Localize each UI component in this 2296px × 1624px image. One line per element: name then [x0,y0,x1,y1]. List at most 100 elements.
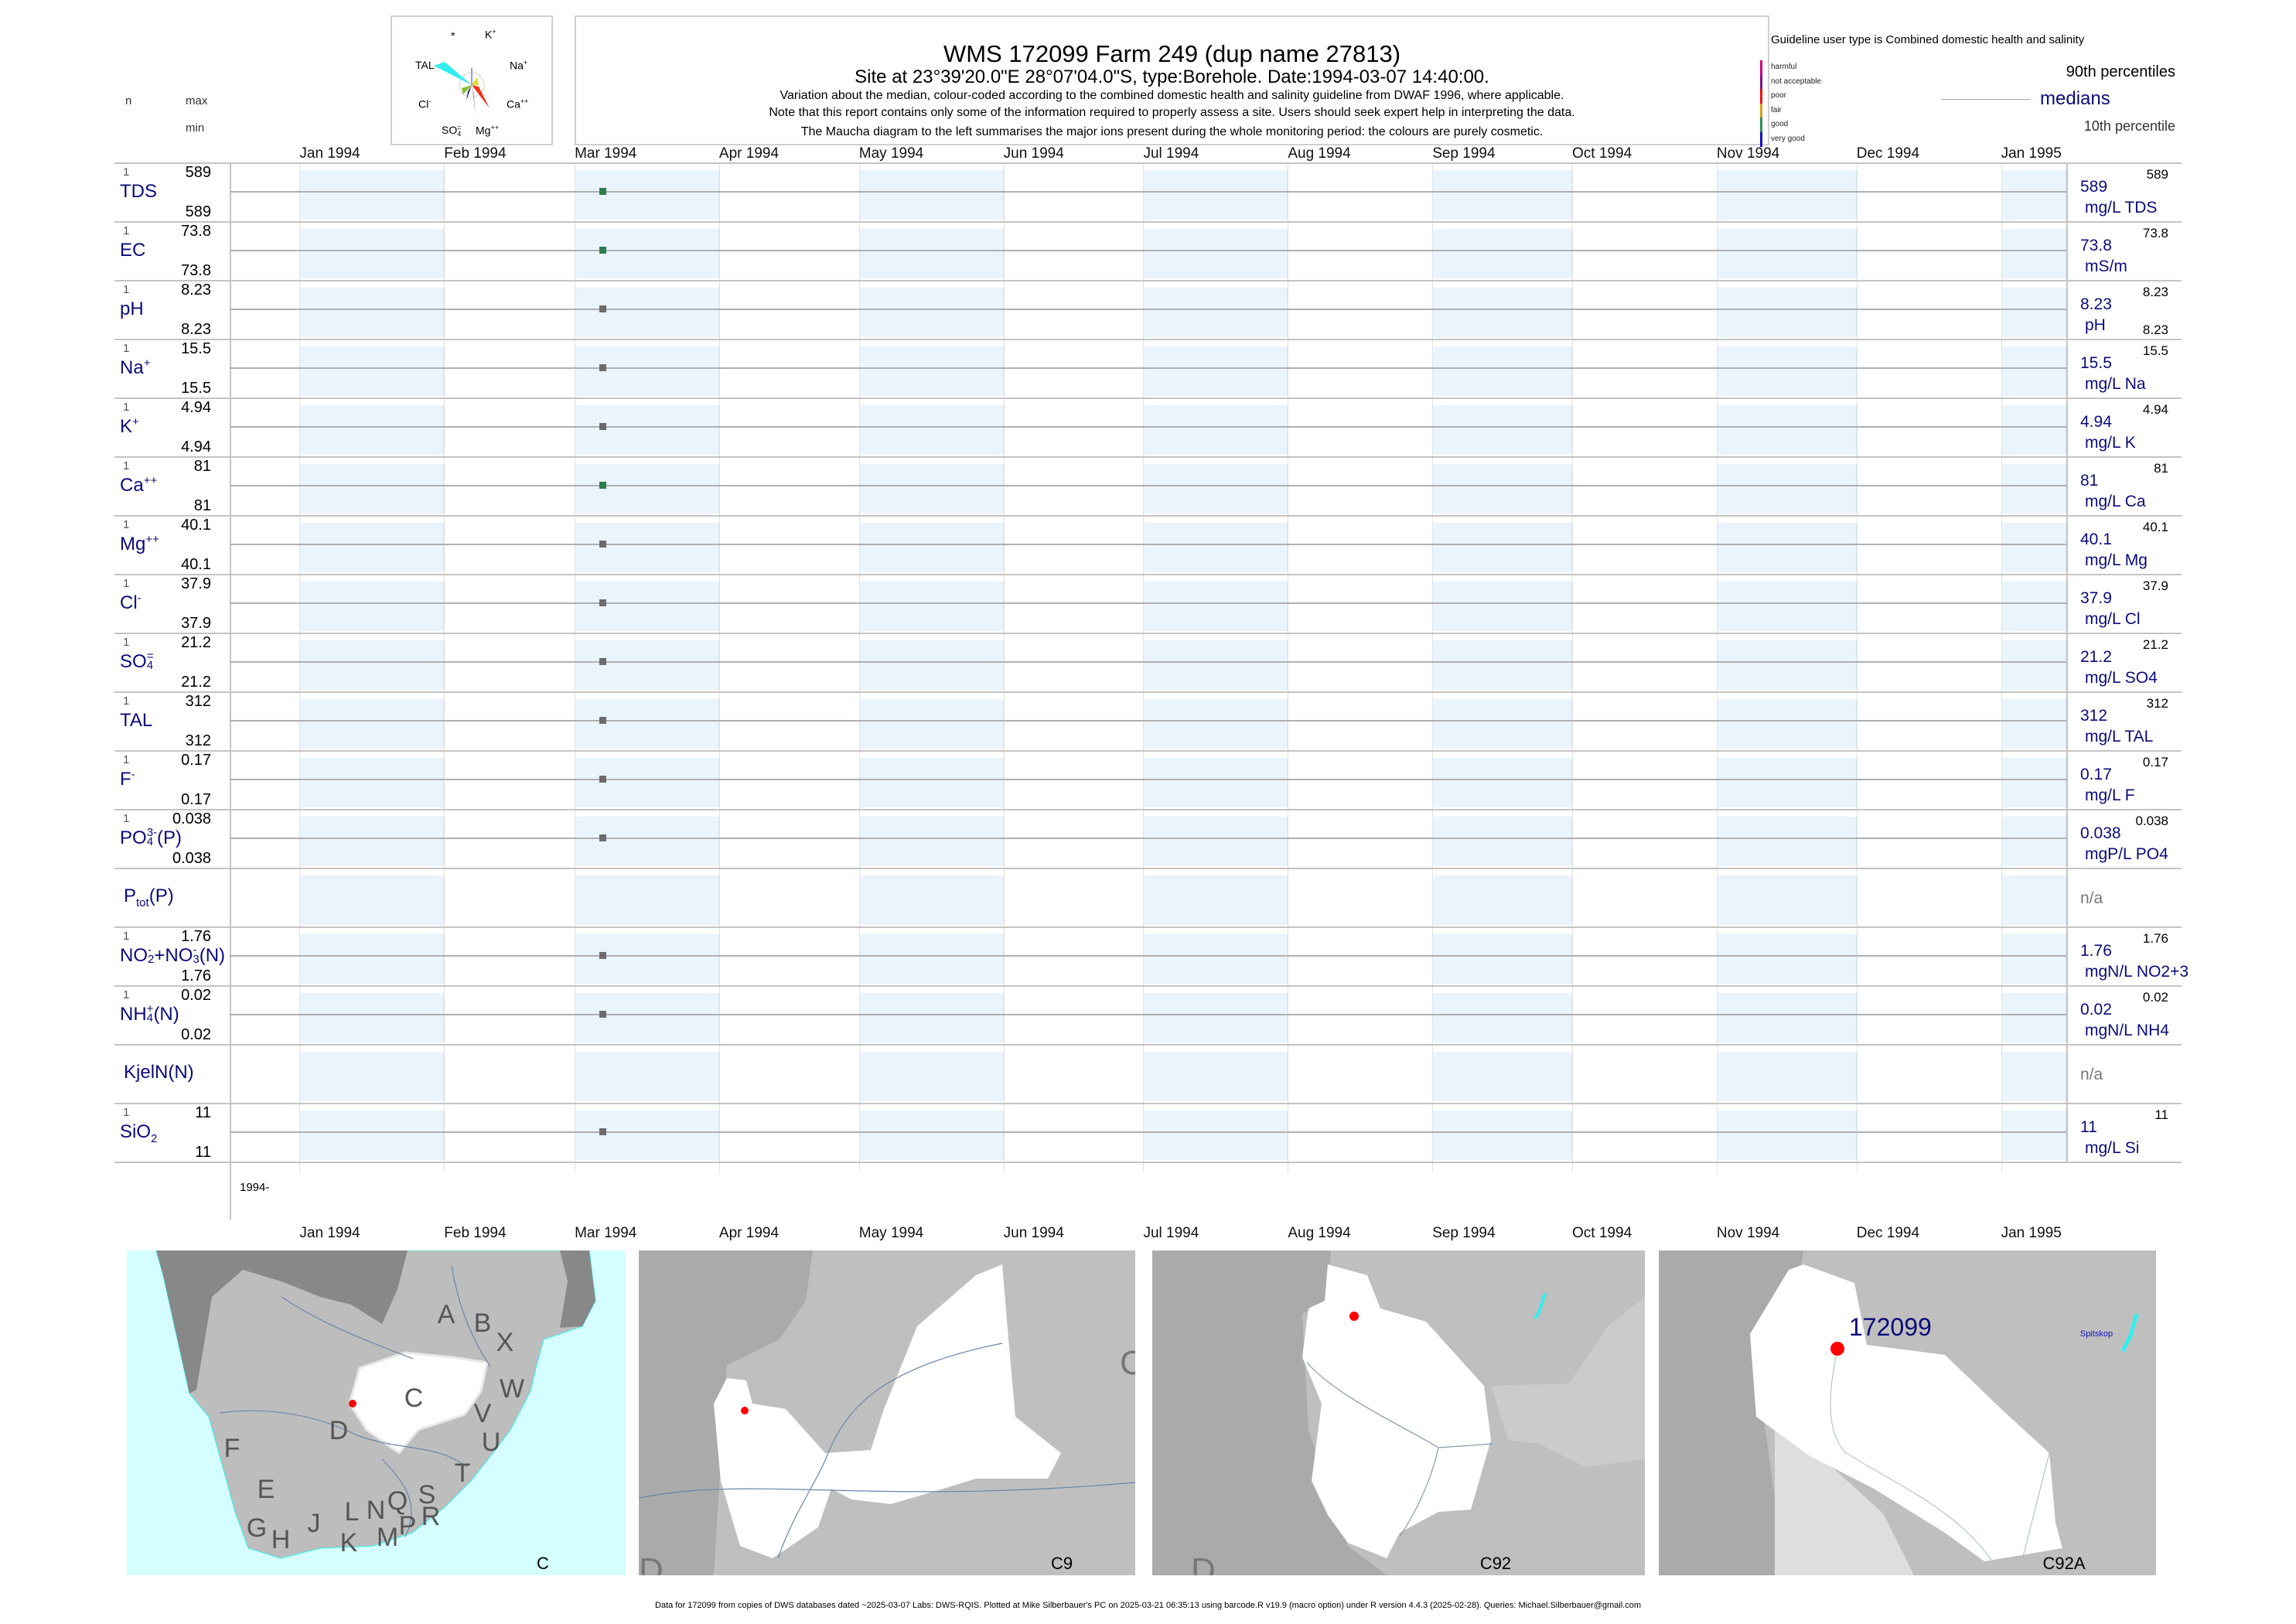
percentile-90-value: 15.5 [2142,343,2168,358]
map-lake [1534,1292,1547,1320]
month-gridline [1856,162,1858,1173]
percentile-90-value: 37.9 [2142,578,2168,593]
site-marker [349,1400,357,1407]
label-sup: + [132,415,139,428]
month-band [858,346,1004,396]
label-text: (P) [157,827,183,848]
month-band [575,582,719,631]
median-value: 37.9 [2080,589,2112,607]
legend-medians: medians [2040,88,2110,109]
header-note-2: Note that this report contains only some… [769,106,1575,119]
month-label: Jan 1995 [2001,145,2062,162]
row-separator [114,1044,2182,1046]
month-band [575,229,719,278]
column-header-min: min [186,121,205,135]
footer-credits: Data for 172099 from copies of DWS datab… [655,1601,1641,1610]
month-band [1716,934,1857,984]
parameter-label-cl: Cl- [120,592,142,613]
month-band [1432,993,1573,1042]
label-text: Mg [120,534,146,554]
percentile-90-value: 40.1 [2142,520,2168,534]
month-band [858,875,1004,925]
median-value: 8.23 [2080,295,2112,313]
month-band [1432,640,1573,690]
label-text: K [120,416,133,437]
label-sup: ++ [145,533,159,546]
label-text: SO [120,651,147,672]
unit-label: mS/m [2085,258,2127,275]
row-separator [114,809,2182,810]
month-label: Mar 1994 [575,145,637,162]
month-band [2001,993,2066,1042]
month-band [1432,817,1573,866]
month-band [575,1111,719,1160]
median-line [230,720,2066,722]
month-band [858,640,1004,690]
map-caption: C [537,1554,549,1573]
label-sub: 2 [148,952,155,966]
month-label: Dec 1994 [1856,1225,1920,1241]
month-label: Apr 1994 [718,1225,780,1241]
month-band [858,758,1004,807]
label-sup: 3- [146,825,158,839]
parameter-label-tds: TDS [120,182,157,202]
label-sub: tot [136,896,149,909]
parameter-label-no23: NO- 2+NO- 3(N) [120,943,226,966]
region-letter: M [377,1523,398,1552]
maucha-diagram-shape [434,62,490,116]
min-value: 0.02 [181,1026,211,1043]
min-value: 15.5 [181,380,211,397]
unit-label: mgN/L NH4 [2085,1022,2169,1039]
month-band [1716,582,1857,631]
median-line [230,1131,2066,1133]
month-band [1143,346,1288,396]
site-marker [741,1407,749,1414]
month-band [1716,699,1857,749]
month-label: May 1994 [858,145,924,162]
label-text: (N) [199,945,226,966]
max-value: 589 [185,164,211,181]
label-sup: + [146,1001,154,1015]
min-value: 8.23 [181,321,211,338]
label-sup: ++ [143,474,158,487]
label-text: Na [120,357,144,378]
parameter-label-ph: pH [120,299,144,319]
month-band [1143,1111,1288,1160]
row-separator [114,633,2182,634]
median-value: 0.17 [2080,766,2112,783]
median-value: 589 [2080,178,2108,196]
label-text: Ca [120,475,144,496]
max-value: 0.02 [181,987,211,1004]
parameter-label-ec: EC [120,241,145,261]
month-band [1143,464,1288,513]
month-band [1432,875,1573,925]
maucha-star: * [451,29,455,42]
max-value: 0.038 [172,810,211,827]
month-band [299,1111,445,1160]
data-point-cl [599,599,607,606]
unit-label: mg/L K [2085,434,2136,452]
month-band [2001,934,2066,984]
unit-label: mg/L Ca [2085,493,2146,510]
median-line [230,544,2066,545]
label-sup: - [193,943,197,957]
month-band [299,346,445,396]
median-value: 0.038 [2080,824,2121,842]
percentile-90-value: 312 [2146,696,2168,711]
month-band [575,346,719,396]
label-sub: 4 [146,1011,154,1025]
month-band [299,229,445,278]
legend-label-not-acceptable: not acceptable [1771,77,1822,86]
percentile-90-value: 0.038 [2135,814,2168,828]
month-band [1143,523,1288,572]
month-label: Aug 1994 [1288,145,1351,162]
min-value: 0.038 [172,850,211,867]
sample-count: 1 [123,401,130,414]
month-label: Oct 1994 [1572,145,1632,162]
min-value: 589 [185,203,211,220]
map-edge-label-d: D [639,1551,664,1575]
month-band [575,1052,719,1101]
max-value: 8.23 [181,281,211,299]
parameter-label-k: K+ [120,415,139,437]
month-band [1143,405,1288,455]
